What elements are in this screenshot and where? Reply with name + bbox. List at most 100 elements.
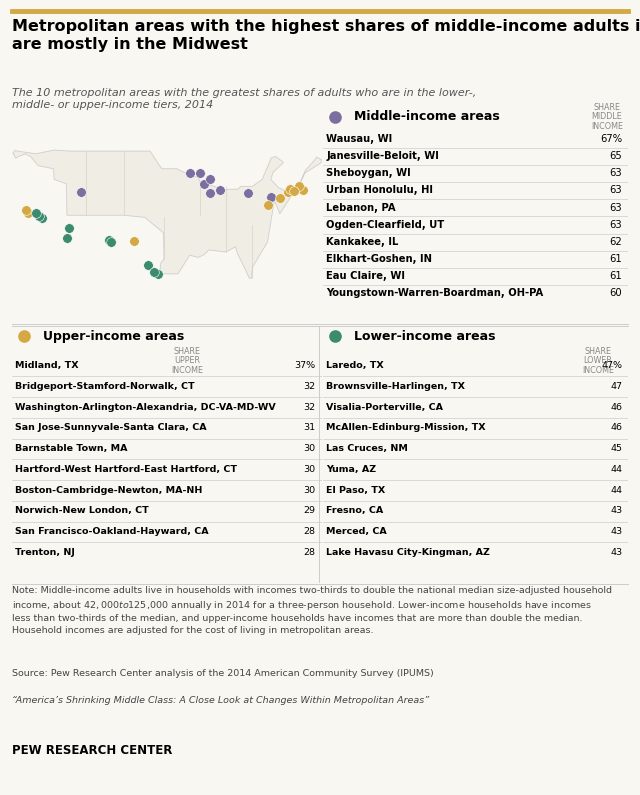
Point (294, 180, 304, 192)
Text: San Jose-Sunnyvale-Santa Clara, CA: San Jose-Sunnyvale-Santa Clara, CA (15, 424, 206, 432)
Text: Hartford-West Hartford-East Hartford, CT: Hartford-West Hartford-East Hartford, CT (15, 465, 237, 474)
Text: PEW RESEARCH CENTER: PEW RESEARCH CENTER (12, 743, 172, 757)
Text: 63: 63 (610, 169, 622, 178)
Point (153, 267, 163, 280)
Text: SHARE
MIDDLE
INCOME: SHARE MIDDLE INCOME (591, 103, 623, 131)
Text: SHARE
LOWER
INCOME: SHARE LOWER INCOME (582, 347, 614, 375)
Point (21, 204, 31, 217)
Point (31, 206, 41, 219)
Text: Metropolitan areas with the highest shares of middle-income adults in 2014
are m: Metropolitan areas with the highest shar… (12, 18, 640, 52)
Point (298, 183, 308, 196)
Point (205, 186, 215, 199)
Text: Youngstown-Warren-Boardman, OH-PA: Youngstown-Warren-Boardman, OH-PA (326, 289, 543, 298)
Point (185, 167, 195, 180)
Text: 65: 65 (610, 151, 622, 161)
Text: Lake Havasu City-Kingman, AZ: Lake Havasu City-Kingman, AZ (326, 548, 490, 556)
Point (285, 183, 296, 196)
Text: 28: 28 (304, 548, 316, 556)
Text: 43: 43 (611, 548, 622, 556)
Text: Las Cruces, NM: Las Cruces, NM (326, 444, 408, 453)
Text: Visalia-Porterville, CA: Visalia-Porterville, CA (326, 402, 444, 412)
Point (149, 266, 159, 278)
Text: Lower-income areas: Lower-income areas (354, 330, 495, 343)
Text: El Paso, TX: El Paso, TX (326, 486, 385, 494)
Point (205, 173, 216, 185)
Point (37, 212, 47, 225)
Text: Fresno, CA: Fresno, CA (326, 506, 383, 515)
Point (198, 178, 209, 191)
Text: The 10 metropolitan areas with the greatest shares of adults who are in the lowe: The 10 metropolitan areas with the great… (12, 88, 476, 111)
Text: 30: 30 (303, 486, 316, 494)
Text: 67%: 67% (600, 134, 622, 144)
Text: Yuma, AZ: Yuma, AZ (326, 465, 376, 474)
Text: Urban Honolulu, HI: Urban Honolulu, HI (326, 185, 433, 196)
Text: 30: 30 (303, 465, 316, 474)
Text: 28: 28 (304, 527, 316, 536)
Point (330, 330, 340, 343)
Point (143, 259, 153, 272)
Text: 43: 43 (611, 506, 622, 515)
Point (275, 192, 285, 204)
Point (64, 222, 74, 235)
Text: 61: 61 (610, 271, 622, 281)
Text: Merced, CA: Merced, CA (326, 527, 387, 536)
Point (34, 210, 44, 223)
Text: 62: 62 (610, 237, 622, 247)
Text: Washington-Arlington-Alexandria, DC-VA-MD-WV: Washington-Arlington-Alexandria, DC-VA-M… (15, 402, 275, 412)
Point (289, 184, 299, 197)
Text: Eau Claire, WI: Eau Claire, WI (326, 271, 405, 281)
Text: Norwich-New London, CT: Norwich-New London, CT (15, 506, 148, 515)
Text: Wausau, WI: Wausau, WI (326, 134, 392, 144)
Text: 46: 46 (611, 424, 622, 432)
Point (243, 186, 253, 199)
Text: 32: 32 (303, 382, 316, 391)
Text: 47%: 47% (602, 361, 622, 370)
Point (106, 236, 116, 249)
Text: Janesville-Beloit, WI: Janesville-Beloit, WI (326, 151, 439, 161)
Point (283, 186, 293, 199)
Text: 63: 63 (610, 219, 622, 230)
Text: Barnstable Town, MA: Barnstable Town, MA (15, 444, 127, 453)
Text: 46: 46 (611, 402, 622, 412)
Text: Boston-Cambridge-Newton, MA-NH: Boston-Cambridge-Newton, MA-NH (15, 486, 202, 494)
Point (330, 111, 340, 123)
Text: 37%: 37% (294, 361, 316, 370)
Text: 43: 43 (611, 527, 622, 536)
Text: Brownsville-Harlingen, TX: Brownsville-Harlingen, TX (326, 382, 465, 391)
Polygon shape (13, 150, 321, 278)
Text: Trenton, NJ: Trenton, NJ (15, 548, 74, 556)
Text: Source: Pew Research Center analysis of the 2014 American Community Survey (IPUM: Source: Pew Research Center analysis of … (12, 669, 433, 677)
Text: 32: 32 (303, 402, 316, 412)
Point (23, 207, 33, 219)
Text: McAllen-Edinburg-Mission, TX: McAllen-Edinburg-Mission, TX (326, 424, 486, 432)
Text: Middle-income areas: Middle-income areas (354, 111, 499, 123)
Text: Laredo, TX: Laredo, TX (326, 361, 384, 370)
Text: Note: Middle-income adults live in households with incomes two-thirds to double : Note: Middle-income adults live in house… (12, 586, 612, 635)
Text: San Francisco-Oakland-Hayward, CA: San Francisco-Oakland-Hayward, CA (15, 527, 208, 536)
Point (195, 166, 205, 179)
Text: Bridgeport-Stamford-Norwalk, CT: Bridgeport-Stamford-Norwalk, CT (15, 382, 195, 391)
Text: 63: 63 (610, 203, 622, 212)
Point (19, 330, 29, 343)
Text: 29: 29 (304, 506, 316, 515)
Text: “America’s Shrinking Middle Class: A Close Look at Changes Within Metropolitan A: “America’s Shrinking Middle Class: A Clo… (12, 696, 429, 705)
Text: 44: 44 (611, 465, 622, 474)
Text: 30: 30 (303, 444, 316, 453)
Text: Ogden-Clearfield, UT: Ogden-Clearfield, UT (326, 219, 445, 230)
Text: 63: 63 (610, 185, 622, 196)
Text: Elkhart-Goshen, IN: Elkhart-Goshen, IN (326, 254, 432, 264)
Point (262, 198, 273, 211)
Point (62, 231, 72, 244)
Text: 44: 44 (611, 486, 622, 494)
Text: Midland, TX: Midland, TX (15, 361, 78, 370)
Text: Kankakee, IL: Kankakee, IL (326, 237, 399, 247)
Text: 47: 47 (611, 382, 622, 391)
Point (104, 234, 114, 246)
Point (129, 235, 139, 248)
Text: 45: 45 (611, 444, 622, 453)
Point (76, 186, 86, 199)
Text: Sheboygan, WI: Sheboygan, WI (326, 169, 411, 178)
Point (215, 183, 225, 196)
Point (266, 191, 276, 204)
Text: 61: 61 (610, 254, 622, 264)
